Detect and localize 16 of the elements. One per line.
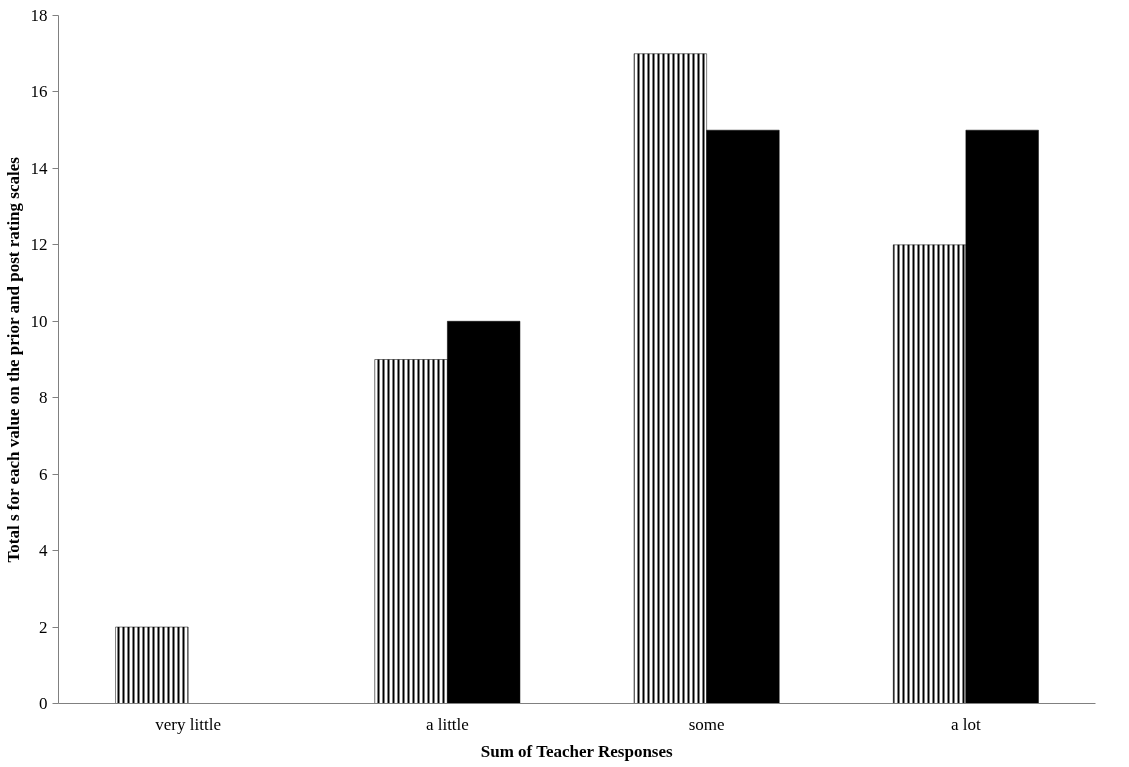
y-tick-label: 14 <box>30 158 48 178</box>
x-tick-label: very little <box>155 714 221 734</box>
y-tick-label: 0 <box>39 694 48 713</box>
y-tick-label: 8 <box>39 388 48 408</box>
x-axis-title: Sum of Teacher Responses <box>480 741 674 761</box>
y-tick-label: 16 <box>30 82 48 102</box>
x-tick-label: a lot <box>951 714 982 734</box>
y-tick-label: 6 <box>39 464 48 484</box>
x-tick-label: a little <box>425 714 469 734</box>
y-axis-title: Total s for each value on the prior and post rating scales <box>3 156 23 563</box>
y-tick-label: 12 <box>30 235 48 255</box>
y-tick-label: 4 <box>39 541 48 561</box>
x-tick-label: some <box>688 714 725 734</box>
y-tick-label: 18 <box>30 6 48 25</box>
y-tick-label: 2 <box>39 617 48 637</box>
y-tick-label: 10 <box>30 311 48 331</box>
